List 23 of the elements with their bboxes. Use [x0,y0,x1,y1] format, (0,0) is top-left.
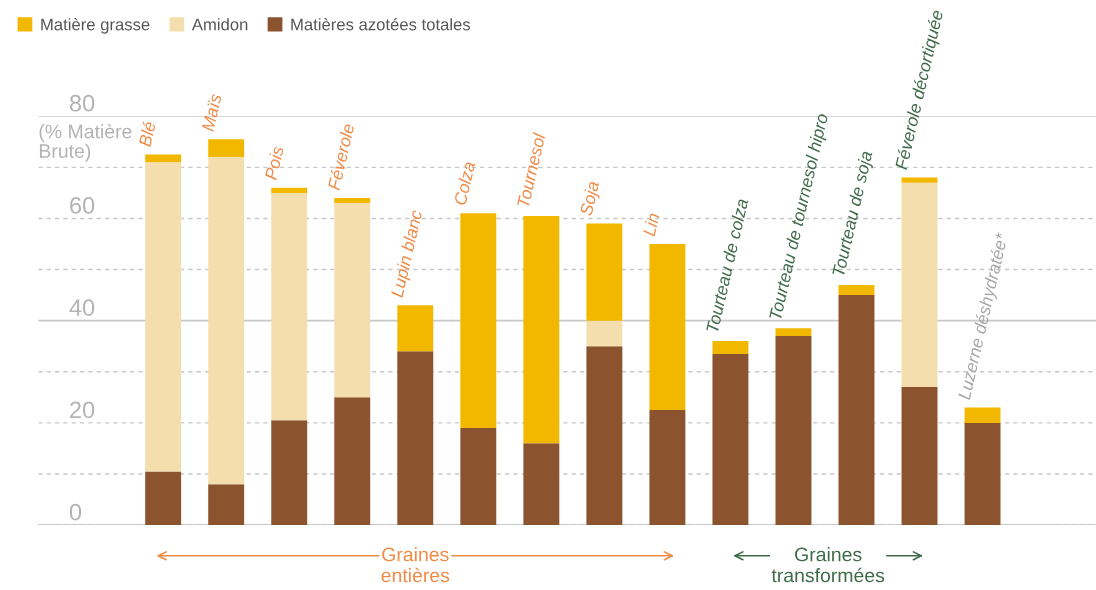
text: Graines entières [381,547,450,583]
x-tick-label: Féverole [326,123,355,191]
legend-label: Amidon [191,18,248,31]
x-tick-label: Pois [264,145,284,181]
x-tick-label: Tournesol [516,132,546,208]
text: Graines transformées [771,547,885,583]
x-tick-label: Lupin blanc [390,209,426,299]
x-tick-label: Lin [642,212,660,237]
x-tick-label: Blé [137,120,156,148]
y-tick-label: 80 [69,94,95,112]
x-tick-label: Colza [453,160,476,206]
x-tick-label: Tourteau de colza [705,198,749,333]
x-tick-label: Maïs [201,93,222,132]
x-tick-label: Tourteau de tournesol hipro [768,112,832,321]
y-tick-label: 40 [69,299,95,316]
y-axis-title: (% Matière Brute) [39,123,132,162]
y-tick-label: 20 [70,401,95,419]
legend-label: Matière grasse [41,17,150,34]
legend-label: Matières azotées totales [291,17,471,31]
y-tick-label: 0 [69,503,82,521]
x-tick-label: Soja [579,180,603,217]
x-tick-label: Tourteau de soja [831,150,876,278]
y-tick-label: 60 [70,197,95,214]
